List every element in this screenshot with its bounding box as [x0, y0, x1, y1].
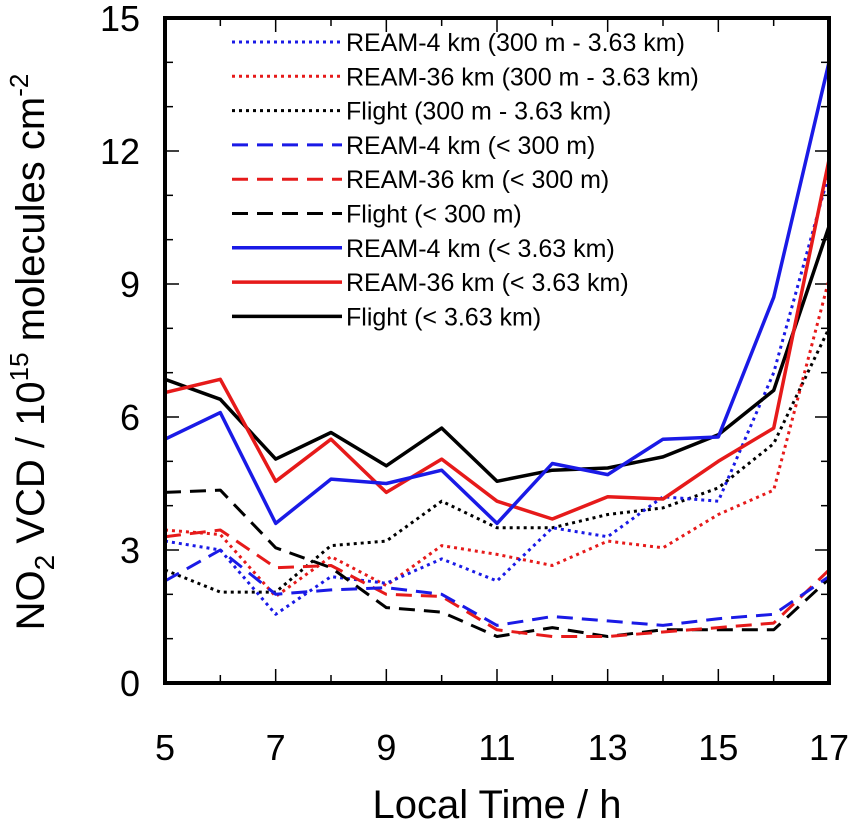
- x-axis-title: Local Time / h: [372, 783, 621, 827]
- y-tick-label: 9: [120, 264, 140, 305]
- legend-label: Flight (< 300 m): [346, 201, 522, 229]
- legend-label: REAM-36 km (< 3.63 km): [346, 269, 629, 297]
- legend-label: Flight (300 m - 3.63 km): [346, 98, 611, 126]
- series-line-6: [164, 488, 831, 638]
- series-line-9: [164, 225, 831, 484]
- legend: REAM-4 km (300 m - 3.63 km) REAM-36 km (3…: [232, 29, 699, 331]
- x-tick-label: 9: [376, 727, 396, 768]
- x-tick-label: 13: [588, 727, 628, 768]
- plot-frame: [163, 16, 831, 685]
- y-tick-labels: 0 3 6 9 12 15: [100, 0, 140, 704]
- series-line-3: [164, 327, 831, 594]
- legend-label: REAM-4 km (300 m - 3.63 km): [346, 29, 685, 57]
- series-line-8: [164, 159, 831, 521]
- legend-label: REAM-36 km (< 300 m): [346, 166, 609, 194]
- y-tick-label: 15: [100, 0, 140, 39]
- y-axis-title: NO2 VCD / 1015 molecules cm-2: [4, 74, 60, 631]
- series-line-4: [164, 548, 830, 627]
- x-tick-label: 11: [478, 727, 515, 768]
- series-line-1: [164, 172, 831, 616]
- x-tick-label: 7: [266, 727, 286, 768]
- legend-label: Flight (< 3.63 km): [346, 303, 541, 331]
- series-line-7: [164, 61, 831, 526]
- x-tick-label: 5: [155, 727, 175, 768]
- legend-label: REAM-36 km (300 m - 3.63 km): [346, 63, 699, 91]
- legend-label: REAM-4 km (< 300 m): [346, 132, 595, 160]
- series-lines: [164, 61, 831, 638]
- y-tick-label: 12: [100, 131, 140, 172]
- legend-label: REAM-4 km (< 3.63 km): [346, 235, 615, 263]
- y-tick-label: 0: [120, 663, 140, 704]
- x-tick-label: 17: [809, 727, 849, 768]
- x-tick-labels: 5 7 9 11 13 15 17: [155, 727, 849, 768]
- series-line-2: [164, 279, 831, 598]
- y-tick-label: 3: [120, 530, 140, 571]
- y-tick-label: 6: [120, 397, 140, 438]
- x-tick-label: 15: [698, 727, 738, 768]
- series-line-5: [164, 528, 831, 638]
